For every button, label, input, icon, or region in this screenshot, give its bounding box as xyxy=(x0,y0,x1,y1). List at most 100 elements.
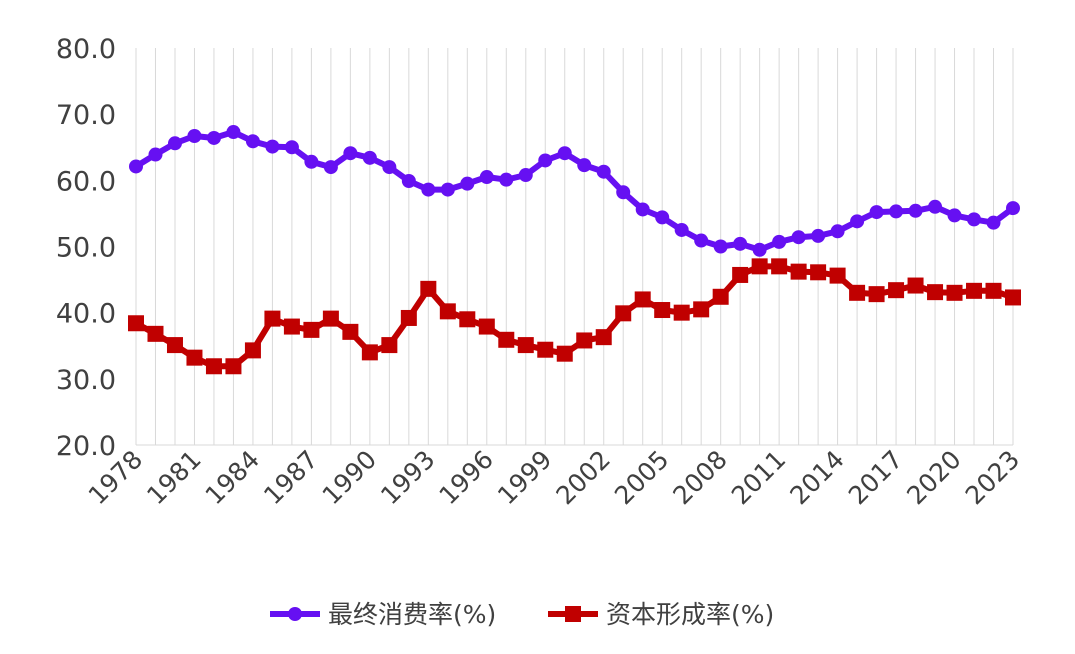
x-tick-label: 2008 xyxy=(667,445,732,510)
data-point-consumption xyxy=(421,182,436,197)
data-point-capital xyxy=(264,310,281,327)
y-tick-label: 80.0 xyxy=(56,34,116,65)
data-point-consumption xyxy=(616,185,631,200)
series-consumption xyxy=(129,125,1020,257)
data-point-capital xyxy=(927,284,944,301)
data-point-capital xyxy=(517,337,534,354)
x-tick-label: 2005 xyxy=(609,445,674,510)
data-point-capital xyxy=(673,304,690,321)
series-line-consumption xyxy=(133,129,1016,253)
data-point-consumption xyxy=(538,153,553,168)
data-point-consumption xyxy=(245,134,260,149)
data-point-consumption xyxy=(908,203,923,218)
y-tick-label: 60.0 xyxy=(56,166,116,197)
data-point-capital xyxy=(771,258,788,275)
data-point-capital xyxy=(322,310,339,327)
x-tick-label: 2014 xyxy=(784,445,849,510)
data-point-consumption xyxy=(187,129,202,144)
data-point-consumption xyxy=(304,154,319,169)
legend-label-consumption: 最终消费率(%) xyxy=(328,600,496,629)
x-tick-label: 1984 xyxy=(200,445,265,510)
data-point-capital xyxy=(225,358,242,375)
y-tick-label: 30.0 xyxy=(56,365,116,396)
data-point-consumption xyxy=(655,210,670,225)
gridlines xyxy=(135,48,1014,445)
data-point-consumption xyxy=(986,215,1001,230)
data-point-consumption xyxy=(811,228,826,243)
data-point-consumption xyxy=(323,160,338,175)
data-point-consumption xyxy=(167,136,182,151)
data-point-capital xyxy=(985,282,1002,299)
x-tick-label: 2023 xyxy=(960,445,1025,510)
data-point-consumption xyxy=(752,242,767,257)
data-point-capital xyxy=(868,286,885,303)
x-tick-label: 2017 xyxy=(843,445,908,510)
legend-label-capital: 资本形成率(%) xyxy=(606,600,774,629)
data-point-capital xyxy=(556,345,573,362)
y-tick-label: 40.0 xyxy=(56,299,116,330)
data-point-capital xyxy=(595,329,612,346)
data-point-consumption xyxy=(674,222,689,237)
data-point-capital xyxy=(615,305,632,322)
data-point-capital xyxy=(732,266,749,283)
y-tick-label: 20.0 xyxy=(56,431,116,462)
data-point-capital xyxy=(751,258,768,275)
legend-marker-capital xyxy=(565,606,581,622)
data-point-consumption xyxy=(967,212,982,227)
data-point-consumption xyxy=(713,239,728,254)
data-point-consumption xyxy=(265,139,280,154)
data-point-capital xyxy=(1005,289,1021,306)
legend-item-consumption[interactable]: 最终消费率(%) xyxy=(270,600,496,629)
data-point-consumption xyxy=(635,202,650,217)
data-point-consumption xyxy=(772,234,787,249)
x-tick-label: 2020 xyxy=(901,445,966,510)
data-point-capital xyxy=(147,325,164,342)
data-point-capital xyxy=(439,303,456,320)
y-tick-label: 70.0 xyxy=(56,100,116,131)
data-point-consumption xyxy=(226,125,241,140)
legend-item-capital[interactable]: 资本形成率(%) xyxy=(548,600,774,629)
data-point-capital xyxy=(381,337,398,354)
data-point-consumption xyxy=(206,130,221,145)
data-point-capital xyxy=(634,291,651,308)
x-tick-label: 1993 xyxy=(375,445,440,510)
data-point-capital xyxy=(400,309,417,326)
data-point-consumption xyxy=(869,205,884,220)
data-point-capital xyxy=(946,284,963,301)
x-tick-label: 2011 xyxy=(726,445,791,510)
data-point-consumption xyxy=(1006,201,1020,216)
data-point-consumption xyxy=(928,199,943,214)
data-point-consumption xyxy=(947,208,962,223)
data-point-consumption xyxy=(889,204,904,219)
legend: 最终消费率(%) 资本形成率(%) xyxy=(270,600,774,629)
data-point-capital xyxy=(829,267,846,284)
data-point-capital xyxy=(205,358,222,375)
data-point-consumption xyxy=(460,176,475,191)
data-point-capital xyxy=(166,337,183,354)
data-point-capital xyxy=(303,321,320,338)
data-point-capital xyxy=(654,302,671,319)
data-point-capital xyxy=(342,323,359,340)
data-point-capital xyxy=(478,318,495,335)
x-axis: 1978198119841987199019931996199920022005… xyxy=(83,444,1025,510)
data-point-consumption xyxy=(557,146,572,161)
data-point-capital xyxy=(459,311,476,328)
data-point-capital xyxy=(244,342,261,359)
series-layer xyxy=(128,125,1021,375)
data-point-consumption xyxy=(830,224,845,239)
data-point-capital xyxy=(790,263,807,280)
data-point-consumption xyxy=(129,159,143,174)
data-point-consumption xyxy=(148,147,163,162)
data-point-consumption xyxy=(440,182,455,197)
data-point-capital xyxy=(420,280,437,297)
series-line-capital xyxy=(133,263,1016,370)
x-tick-label: 1987 xyxy=(258,445,323,510)
data-point-consumption xyxy=(284,140,299,155)
data-point-consumption xyxy=(382,160,397,175)
legend-marker-consumption xyxy=(288,607,302,621)
x-tick-label: 1996 xyxy=(434,445,499,510)
data-point-capital xyxy=(283,318,300,335)
data-point-consumption xyxy=(791,230,806,245)
